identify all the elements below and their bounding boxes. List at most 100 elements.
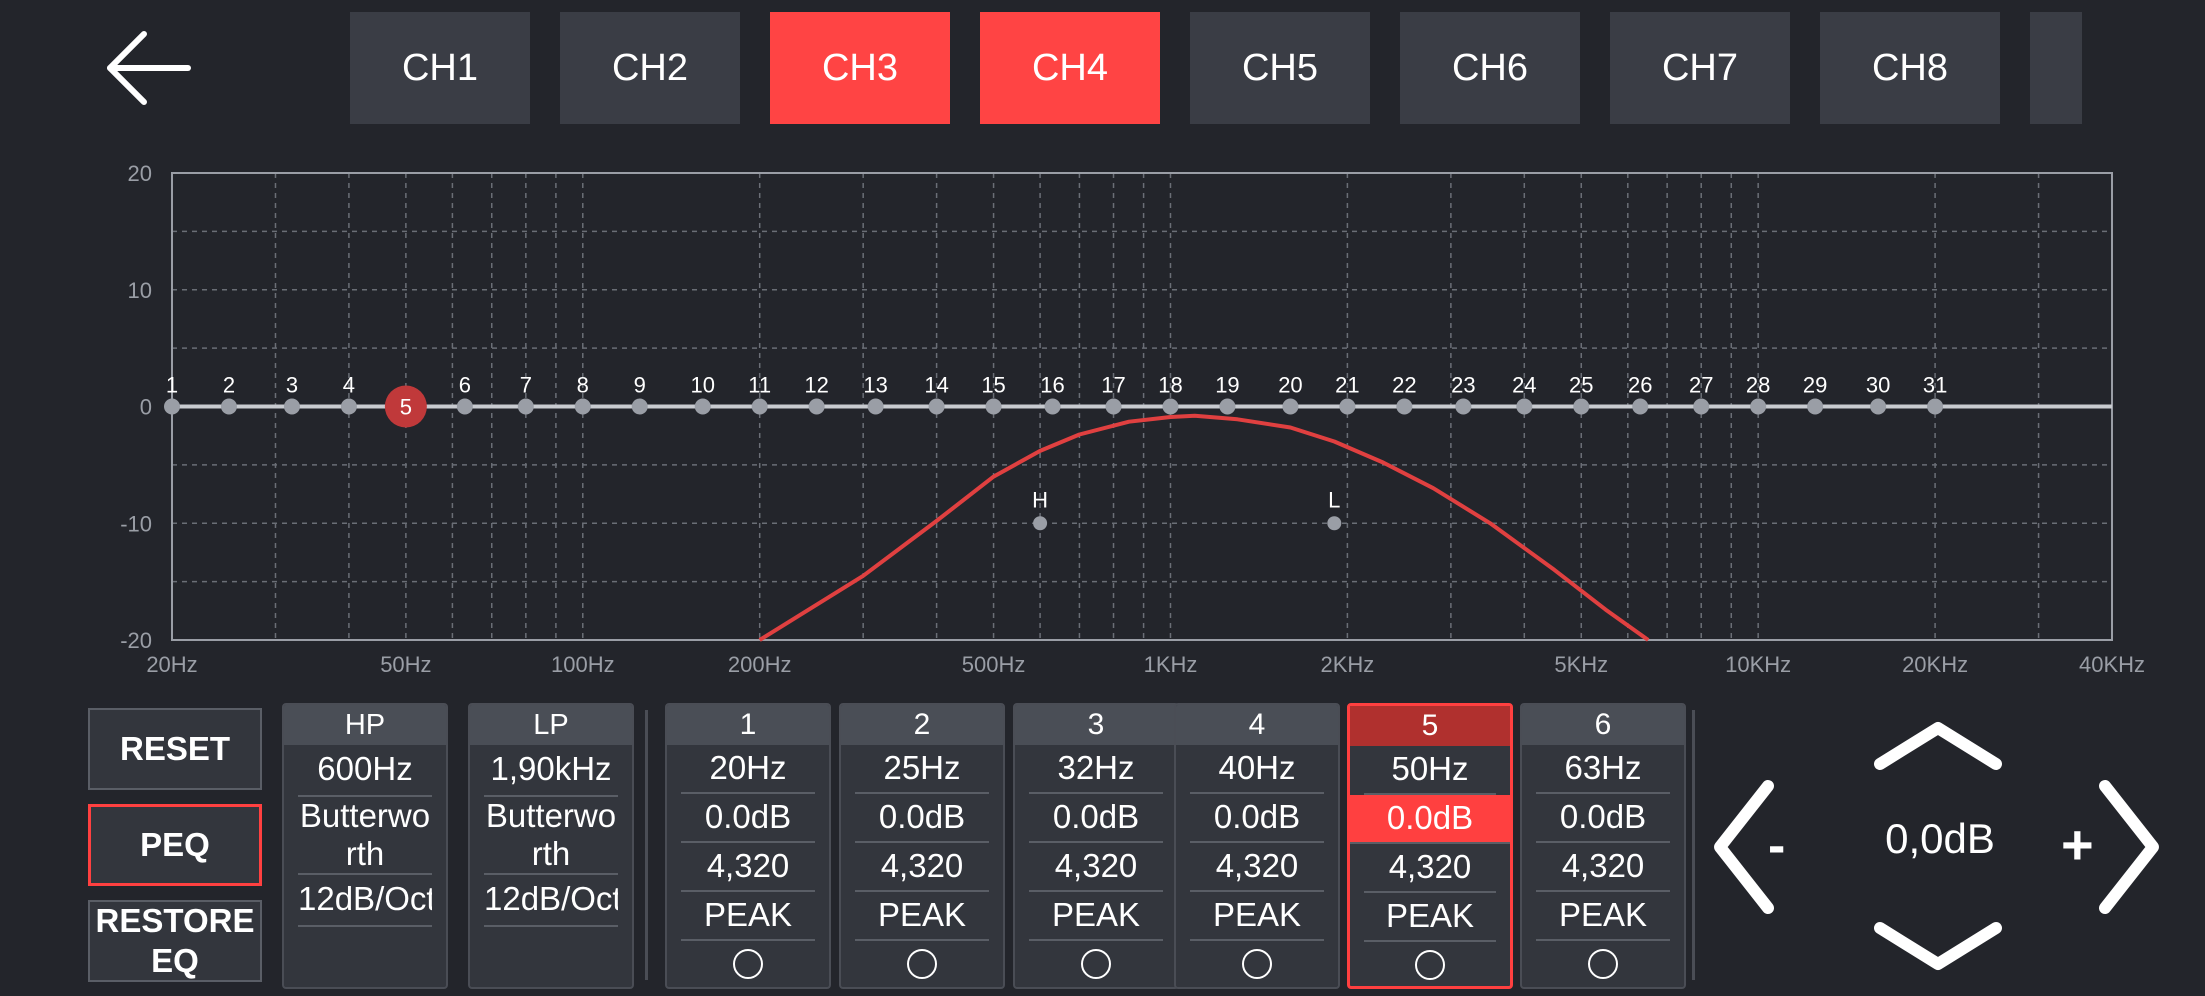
channel-tab[interactable] <box>2030 12 2082 124</box>
eq-band-point[interactable] <box>1396 398 1413 415</box>
eq-band-point[interactable] <box>1105 398 1122 415</box>
band-frequency[interactable]: 40Hz <box>1190 745 1324 794</box>
eq-band-point[interactable] <box>1282 398 1299 415</box>
eq-band-point[interactable] <box>1455 398 1472 415</box>
band-q[interactable]: 4,320 <box>1029 843 1163 892</box>
restore-eq-button[interactable]: RESTORE EQ <box>88 900 262 982</box>
peq-band-1[interactable]: 1 20Hz 0.0dB 4,320 PEAK <box>665 703 831 989</box>
band-q[interactable]: 4,320 <box>1536 843 1670 892</box>
eq-band-point[interactable] <box>751 398 768 415</box>
band-bypass-radio[interactable] <box>1588 949 1618 979</box>
eq-band-point[interactable] <box>1044 398 1061 415</box>
eq-band-point[interactable] <box>340 398 357 415</box>
band-frequency[interactable]: 32Hz <box>1029 745 1163 794</box>
eq-band-point[interactable] <box>283 398 300 415</box>
gain-up-button[interactable] <box>1868 718 2008 774</box>
band-type[interactable]: PEAK <box>681 892 815 941</box>
eq-band-point[interactable] <box>1927 398 1944 415</box>
peq-button[interactable]: PEQ <box>88 804 262 886</box>
eq-band-point[interactable] <box>985 398 1002 415</box>
channel-tab[interactable]: CH5 <box>1190 12 1370 124</box>
channel-tab[interactable]: CH4 <box>980 12 1160 124</box>
eq-band-point[interactable] <box>1339 398 1356 415</box>
channel-tab[interactable]: CH3 <box>770 12 950 124</box>
channel-tab[interactable]: CH7 <box>1610 12 1790 124</box>
band-gain[interactable]: 0.0dB <box>1190 794 1324 843</box>
peq-band-5[interactable]: 5 50Hz 0.0dB 4,320 PEAK <box>1347 703 1513 989</box>
band-frequency[interactable]: 25Hz <box>855 745 989 794</box>
band-q[interactable]: 4,320 <box>681 843 815 892</box>
band-bypass-radio[interactable] <box>1415 950 1445 980</box>
eq-band-point[interactable] <box>517 398 534 415</box>
filter-slope[interactable]: 12dB/Oct <box>298 875 432 927</box>
eq-band-point[interactable] <box>808 398 825 415</box>
filter-frequency[interactable]: 600Hz <box>298 745 432 797</box>
eq-band-label: 6 <box>459 373 471 398</box>
eq-band-label: 15 <box>981 373 1005 398</box>
eq-band-point[interactable] <box>631 398 648 415</box>
peq-band-4[interactable]: 4 40Hz 0.0dB 4,320 PEAK <box>1174 703 1340 989</box>
band-number: 4 <box>1176 705 1338 745</box>
hp-filter-panel[interactable]: HP 600Hz Butterworth 12dB/Oct <box>282 703 448 989</box>
band-gain[interactable]: 0.0dB <box>1029 794 1163 843</box>
band-type[interactable]: PEAK <box>1536 892 1670 941</box>
eq-band-point[interactable] <box>456 398 473 415</box>
band-type[interactable]: PEAK <box>1029 892 1163 941</box>
band-frequency[interactable]: 63Hz <box>1536 745 1670 794</box>
gain-down-button[interactable] <box>1868 918 2008 974</box>
band-type[interactable]: PEAK <box>1364 893 1496 942</box>
eq-band-point[interactable] <box>1162 398 1179 415</box>
eq-band-point[interactable] <box>1750 398 1767 415</box>
eq-band-point[interactable] <box>1516 398 1533 415</box>
eq-band-point[interactable] <box>867 398 884 415</box>
band-bypass-radio[interactable] <box>733 949 763 979</box>
eq-band-point[interactable] <box>574 398 591 415</box>
channel-tab[interactable]: CH8 <box>1820 12 2000 124</box>
eq-band-point-selected[interactable] <box>384 385 427 428</box>
eq-band-label: 30 <box>1866 373 1890 398</box>
peq-band-2[interactable]: 2 25Hz 0.0dB 4,320 PEAK <box>839 703 1005 989</box>
band-bypass-radio[interactable] <box>907 949 937 979</box>
plus-label: + <box>2061 813 2094 876</box>
eq-band-point[interactable] <box>1870 398 1887 415</box>
eq-band-point[interactable] <box>164 398 180 415</box>
eq-band-point[interactable] <box>220 398 237 415</box>
band-frequency[interactable]: 50Hz <box>1364 746 1496 795</box>
filter-frequency[interactable]: 1,90kHz <box>484 745 618 797</box>
band-q[interactable]: 4,320 <box>1364 844 1496 893</box>
channel-tab[interactable]: CH2 <box>560 12 740 124</box>
filter-type[interactable]: Butterworth <box>298 797 432 875</box>
back-button[interactable] <box>100 20 200 116</box>
band-gain[interactable]: 0.0dB <box>1350 795 1510 844</box>
band-bypass-radio[interactable] <box>1081 949 1111 979</box>
eq-band-point[interactable] <box>928 398 945 415</box>
eq-band-point[interactable] <box>1693 398 1710 415</box>
band-type[interactable]: PEAK <box>855 892 989 941</box>
band-gain[interactable]: 0.0dB <box>1536 794 1670 843</box>
peq-band-6[interactable]: 6 63Hz 0.0dB 4,320 PEAK <box>1520 703 1686 989</box>
eq-band-point[interactable] <box>1632 398 1649 415</box>
band-type[interactable]: PEAK <box>1190 892 1324 941</box>
band-q[interactable]: 4,320 <box>855 843 989 892</box>
divider <box>645 710 648 980</box>
eq-band-label: 31 <box>1923 373 1947 398</box>
eq-band-point[interactable] <box>1219 398 1236 415</box>
eq-band-point[interactable] <box>1807 398 1824 415</box>
gain-plus-button[interactable]: + <box>2055 772 2165 922</box>
eq-band-point[interactable] <box>1573 398 1590 415</box>
reset-button[interactable]: RESET <box>88 708 262 790</box>
band-frequency[interactable]: 20Hz <box>681 745 815 794</box>
lp-filter-panel[interactable]: LP 1,90kHz Butterworth 12dB/Oct <box>468 703 634 989</box>
channel-tab[interactable]: CH6 <box>1400 12 1580 124</box>
filter-type[interactable]: Butterworth <box>484 797 618 875</box>
peq-band-3[interactable]: 3 32Hz 0.0dB 4,320 PEAK <box>1013 703 1179 989</box>
eq-band-point[interactable] <box>694 398 711 415</box>
gain-minus-button[interactable]: - <box>1708 772 1818 922</box>
band-bypass-radio[interactable] <box>1242 949 1272 979</box>
band-q[interactable]: 4,320 <box>1190 843 1324 892</box>
channel-tab[interactable]: CH1 <box>350 12 530 124</box>
band-gain[interactable]: 0.0dB <box>681 794 815 843</box>
band-gain[interactable]: 0.0dB <box>855 794 989 843</box>
filter-slope[interactable]: 12dB/Oct <box>484 875 618 927</box>
